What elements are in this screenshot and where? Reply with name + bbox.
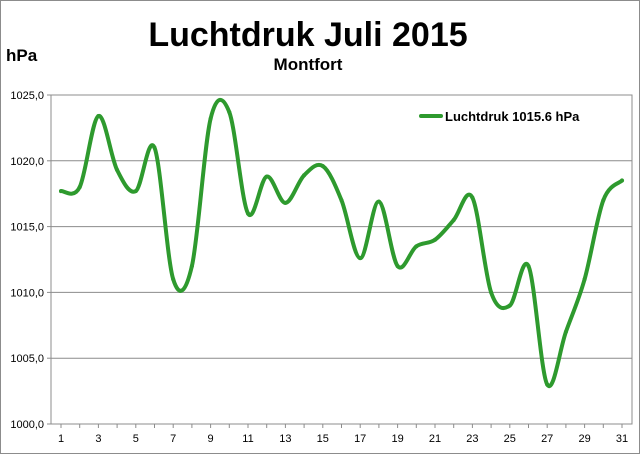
x-tick-label: 5: [133, 433, 139, 445]
data-point: [339, 198, 344, 203]
data-point: [601, 198, 606, 203]
x-tick-label: 15: [317, 433, 329, 445]
x-tick-labels: 1 3 5 7 9 11 13 15 17 19 21 23 25 27 29 31: [58, 433, 628, 445]
data-point: [545, 382, 550, 387]
data-point: [246, 211, 250, 216]
data-point: [414, 244, 419, 249]
x-tick-label: 17: [354, 433, 366, 445]
series-line: [59, 97, 624, 389]
data-point: [302, 173, 307, 178]
data-point: [171, 277, 176, 282]
series-group: [59, 97, 624, 389]
legend: Luchtdruk 1015.6 hPa: [419, 109, 580, 124]
data-point: [189, 264, 194, 269]
data-point: [133, 189, 138, 194]
y-tick-label: 1000,0: [10, 419, 44, 431]
x-tick-label: 31: [616, 433, 628, 445]
data-point: [59, 189, 63, 194]
x-tick-label: 13: [279, 433, 291, 445]
x-tick-label: 9: [208, 433, 214, 445]
data-point: [451, 218, 456, 223]
chart-subtitle: Montfort: [274, 55, 343, 74]
data-point: [264, 174, 269, 179]
data-point: [507, 303, 512, 308]
data-point: [563, 329, 568, 334]
x-tick-label: 19: [391, 433, 403, 445]
legend-label: Luchtdruk 1015.6 hPa: [445, 109, 580, 124]
y-tick-label: 1015,0: [10, 222, 44, 234]
data-point: [582, 277, 587, 282]
data-point: [77, 185, 82, 190]
data-point: [376, 199, 381, 204]
x-tick-label: 27: [541, 433, 553, 445]
data-point: [320, 164, 325, 169]
x-tick-label: 25: [504, 433, 516, 445]
y-tick-label: 1025,0: [10, 90, 44, 102]
y-tick-label: 1005,0: [10, 353, 44, 365]
y-tick-label: 1020,0: [10, 156, 44, 168]
x-tick-label: 21: [429, 433, 441, 445]
data-point: [395, 264, 400, 269]
data-point: [227, 110, 232, 115]
y-axis-unit-label: hPa: [6, 46, 38, 65]
data-point: [470, 195, 475, 200]
data-point: [152, 145, 157, 150]
data-points: [59, 110, 624, 387]
data-point: [283, 200, 288, 205]
data-point: [620, 178, 624, 183]
y-tick-labels: 1000,0 1005,0 1010,0 1015,0 1020,0 1025,0: [10, 90, 44, 431]
data-point: [208, 116, 213, 121]
x-tick-label: 23: [466, 433, 478, 445]
data-point: [526, 264, 531, 269]
x-tick-label: 7: [170, 433, 176, 445]
y-tick-label: 1010,0: [10, 287, 44, 299]
x-tick-label: 1: [58, 433, 64, 445]
data-point: [489, 290, 494, 295]
data-point: [358, 256, 363, 261]
data-point: [96, 114, 101, 119]
x-tick-label: 29: [578, 433, 590, 445]
data-point: [433, 237, 437, 242]
x-tick-label: 3: [95, 433, 101, 445]
data-point: [115, 168, 120, 173]
x-tick-label: 11: [242, 433, 253, 445]
chart-title: Luchtdruk Juli 2015: [148, 16, 467, 54]
plot-area-border: [50, 94, 633, 425]
